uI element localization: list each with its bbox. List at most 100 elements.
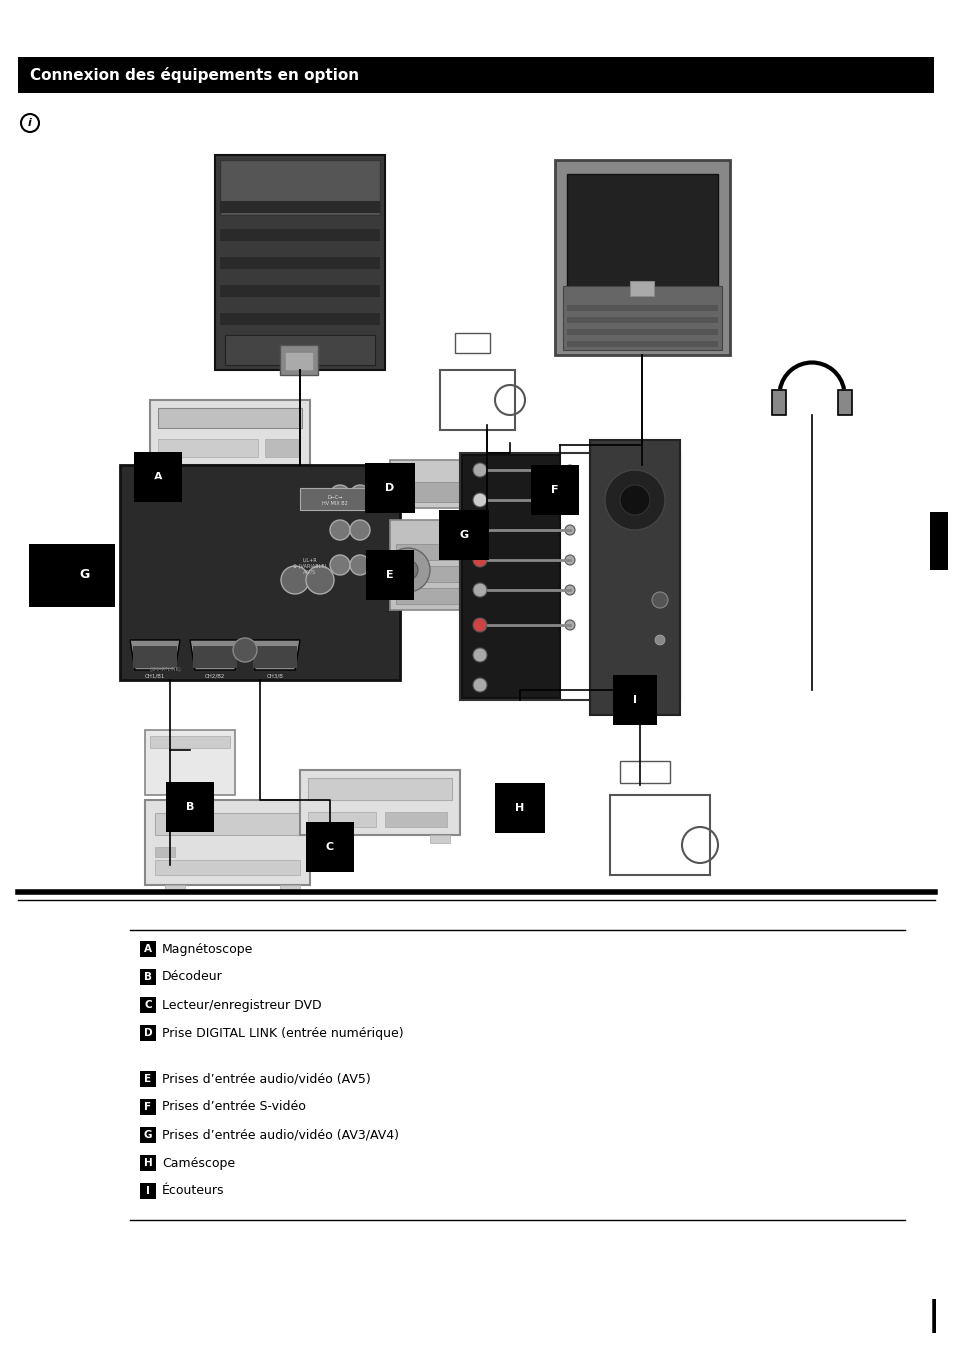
Bar	[395, 566, 489, 582]
Circle shape	[281, 566, 309, 594]
Bar	[308, 812, 375, 827]
Text: L/L+R
⊕ (VARIABLE)
A/V/S: L/L+R ⊕ (VARIABLE) A/V/S	[293, 558, 326, 574]
Text: D: D	[385, 484, 395, 493]
Bar	[140, 997, 156, 1013]
Bar	[253, 646, 296, 667]
Circle shape	[473, 463, 486, 477]
Bar	[140, 1025, 156, 1042]
Text: i: i	[28, 118, 31, 128]
Circle shape	[651, 592, 667, 608]
Text: A: A	[144, 944, 152, 954]
Bar	[140, 1127, 156, 1143]
Bar	[308, 778, 452, 800]
Circle shape	[604, 470, 664, 530]
Bar	[390, 520, 495, 611]
Bar	[165, 885, 185, 893]
Circle shape	[564, 585, 575, 594]
Polygon shape	[190, 640, 240, 670]
Text: CH3/B: CH3/B	[266, 673, 283, 678]
Bar	[280, 885, 299, 893]
Bar	[220, 230, 379, 240]
Text: Prises d’entrée audio/vidéo (AV3/AV4): Prises d’entrée audio/vidéo (AV3/AV4)	[162, 1128, 398, 1142]
Circle shape	[330, 520, 350, 540]
Circle shape	[330, 485, 350, 505]
Circle shape	[306, 566, 334, 594]
Bar	[214, 155, 385, 370]
Bar	[439, 370, 515, 430]
Text: F: F	[551, 485, 558, 494]
Bar	[566, 305, 718, 311]
Bar	[395, 588, 489, 604]
Text: G: G	[144, 1129, 152, 1140]
Text: Prises d’entrée S-vidéo: Prises d’entrée S-vidéo	[162, 1101, 306, 1113]
Circle shape	[473, 648, 486, 662]
Text: D←C→
HV MIX B2: D←C→ HV MIX B2	[322, 494, 348, 505]
Bar	[319, 835, 339, 843]
Bar	[566, 330, 718, 335]
Bar	[566, 317, 718, 323]
Bar	[220, 313, 379, 326]
Bar	[929, 512, 947, 570]
Text: H: H	[515, 802, 524, 813]
Bar	[225, 335, 375, 365]
Bar	[430, 835, 450, 843]
Text: I: I	[146, 1186, 150, 1196]
Text: Écouteurs: Écouteurs	[162, 1185, 224, 1197]
Circle shape	[473, 523, 486, 536]
Circle shape	[655, 635, 664, 644]
Bar	[140, 1071, 156, 1088]
Bar	[150, 400, 310, 465]
Bar	[154, 861, 299, 875]
Bar	[455, 332, 490, 353]
Text: Caméscope: Caméscope	[162, 1156, 234, 1170]
Circle shape	[386, 549, 430, 592]
Bar	[154, 847, 174, 857]
Circle shape	[564, 620, 575, 630]
Circle shape	[564, 526, 575, 535]
Text: Connexion des équipements en option: Connexion des équipements en option	[30, 68, 358, 82]
Circle shape	[473, 617, 486, 632]
Bar	[220, 201, 379, 213]
Circle shape	[350, 555, 370, 576]
Bar	[395, 544, 489, 561]
Bar	[395, 482, 489, 503]
Text: B: B	[186, 802, 194, 812]
Bar	[299, 770, 459, 835]
Circle shape	[350, 485, 370, 505]
Text: A: A	[153, 471, 162, 482]
Circle shape	[397, 561, 417, 580]
Bar	[299, 488, 370, 509]
Circle shape	[473, 493, 486, 507]
Text: |: |	[926, 1300, 939, 1333]
Bar	[629, 281, 654, 296]
Text: Prises d’entrée audio/vidéo (AV5): Prises d’entrée audio/vidéo (AV5)	[162, 1073, 371, 1085]
Text: C: C	[144, 1000, 152, 1011]
Text: E: E	[386, 570, 394, 580]
Text: Magnétoscope: Magnétoscope	[162, 943, 253, 955]
Bar	[140, 969, 156, 985]
Circle shape	[619, 485, 649, 515]
Text: Décodeur: Décodeur	[162, 970, 222, 984]
Bar	[132, 646, 177, 667]
Bar	[154, 813, 299, 835]
Text: H: H	[144, 1158, 152, 1169]
Bar	[459, 453, 679, 700]
Bar	[555, 159, 729, 355]
Circle shape	[564, 555, 575, 565]
Bar	[193, 646, 236, 667]
Circle shape	[473, 678, 486, 692]
Bar	[140, 1155, 156, 1171]
Bar	[145, 800, 310, 885]
Bar	[140, 1098, 156, 1115]
Bar	[158, 439, 257, 457]
Circle shape	[564, 494, 575, 505]
Bar	[280, 345, 317, 376]
Bar	[150, 736, 230, 748]
Circle shape	[233, 638, 256, 662]
Bar	[619, 761, 669, 784]
Circle shape	[564, 465, 575, 476]
Text: Lecteur/enregistreur DVD: Lecteur/enregistreur DVD	[162, 998, 321, 1012]
Bar	[562, 285, 721, 350]
Bar	[609, 794, 709, 875]
Text: G: G	[80, 569, 90, 581]
